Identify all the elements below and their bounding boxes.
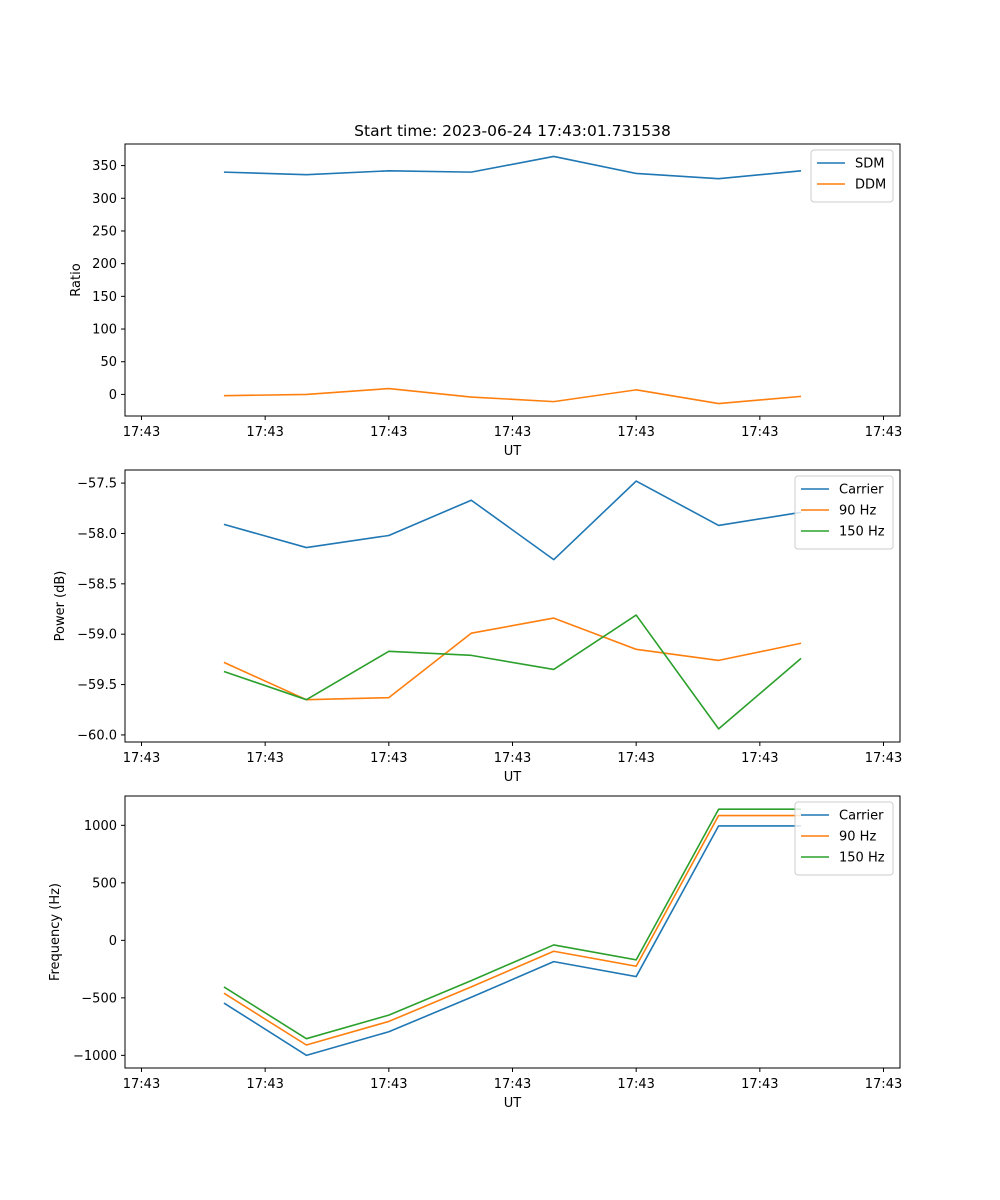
legend-label: 90 Hz: [839, 830, 876, 845]
series-line-150-hz: [223, 808, 802, 1040]
chart-panel-2: 17:43 17:43 17:43 17:43 17:43 17:43 17:43 −60.0…: [53, 469, 902, 785]
x-tick-label: 17:43: [741, 425, 778, 440]
x-axis-label: UT: [504, 444, 522, 459]
y-axis-label: Ratio: [69, 263, 84, 296]
legend-label: 150 Hz: [839, 525, 885, 540]
y-tick-label: −58.0: [77, 527, 117, 542]
x-tick-label: 17:43: [494, 425, 531, 440]
series-line-150-hz: [223, 614, 802, 730]
chart-panel-1: Start time: 2023-06-24 17:43:01.731538 17…: [69, 122, 902, 459]
y-tick-label: 200: [92, 257, 117, 272]
x-tick-label: 17:43: [246, 1077, 283, 1092]
y-tick-label: 300: [92, 192, 117, 207]
axes-frame: [124, 469, 901, 743]
x-tick-label: 17:43: [617, 425, 654, 440]
x-tick-label: 17:43: [741, 1077, 778, 1092]
legend-label: 150 Hz: [839, 851, 885, 866]
y-tick-label: 250: [92, 224, 117, 239]
chart-title: Start time: 2023-06-24 17:43:01.731538: [354, 122, 671, 140]
chart-panel-3: 17:43 17:43 17:43 17:43 17:43 17:43 17:43 −1000…: [48, 795, 902, 1111]
y-tick-label: −59.0: [77, 628, 117, 643]
x-tick-label: 17:43: [123, 1077, 160, 1092]
y-tick-label: −500: [81, 991, 117, 1006]
y-tick-label: 0: [109, 388, 117, 403]
x-tick-label: 17:43: [617, 1077, 654, 1092]
series-line-sdm: [223, 155, 802, 180]
x-axis-label: UT: [504, 770, 522, 785]
series-line-carrier: [223, 825, 802, 1057]
y-tick-label: 50: [100, 355, 117, 370]
y-tick-label: −58.5: [77, 577, 117, 592]
axes-frame: [124, 143, 901, 417]
x-tick-label: 17:43: [246, 751, 283, 766]
x-axis-label: UT: [504, 1096, 522, 1111]
x-tick-label: 17:43: [370, 751, 407, 766]
x-tick-label: 17:43: [246, 425, 283, 440]
x-tick-label: 17:43: [494, 1077, 531, 1092]
y-tick-label: −60.0: [77, 728, 117, 743]
x-tick-label: 17:43: [865, 1077, 902, 1092]
axes-frame: [124, 795, 901, 1069]
y-tick-label: −57.5: [77, 477, 117, 492]
x-tick-label: 17:43: [370, 1077, 407, 1092]
y-tick-label: 350: [92, 159, 117, 174]
legend-label: DDM: [855, 178, 886, 193]
series-line-carrier: [223, 480, 802, 561]
x-tick-label: 17:43: [865, 751, 902, 766]
y-tick-label: 1000: [84, 819, 117, 834]
x-tick-label: 17:43: [123, 751, 160, 766]
y-tick-label: 100: [92, 323, 117, 338]
x-tick-label: 17:43: [617, 751, 654, 766]
series-line-ddm: [223, 387, 802, 405]
y-tick-label: 500: [92, 876, 117, 891]
y-tick-label: 150: [92, 290, 117, 305]
legend-label: 90 Hz: [839, 504, 876, 519]
x-tick-label: 17:43: [865, 425, 902, 440]
y-tick-label: −59.5: [77, 678, 117, 693]
x-tick-label: 17:43: [741, 751, 778, 766]
y-tick-label: 0: [109, 934, 117, 949]
legend-label: Carrier: [839, 809, 884, 824]
x-tick-label: 17:43: [494, 751, 531, 766]
x-tick-label: 17:43: [370, 425, 407, 440]
series-line-90-hz: [223, 814, 802, 1046]
legend-label: SDM: [855, 157, 884, 172]
legend-label: Carrier: [839, 483, 884, 498]
y-tick-label: −1000: [73, 1049, 117, 1064]
x-tick-label: 17:43: [123, 425, 160, 440]
y-axis-label: Power (dB): [53, 571, 68, 642]
series-line-90-hz: [223, 617, 802, 701]
y-axis-label: Frequency (Hz): [48, 883, 63, 981]
